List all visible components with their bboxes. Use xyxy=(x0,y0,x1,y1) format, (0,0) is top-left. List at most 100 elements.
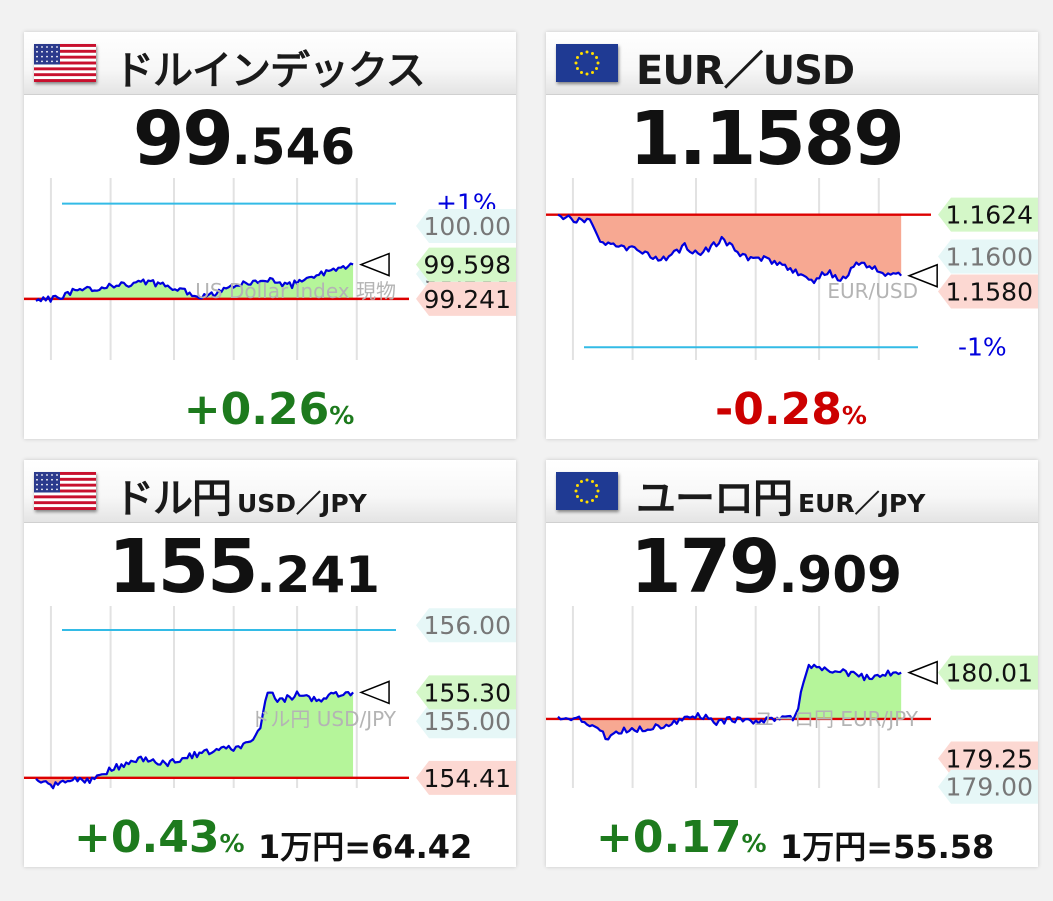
price-chart: -1% EUR/USD 1.1624 1.1600 1.1580 xyxy=(546,178,1038,361)
flag-star xyxy=(591,499,594,503)
eu-flag-icon xyxy=(556,472,618,510)
flag-star xyxy=(591,479,594,483)
conversion-rate: 1万円=55.58 xyxy=(780,828,995,866)
flag-stripe xyxy=(34,61,96,65)
flag-star xyxy=(574,61,578,65)
flag-star xyxy=(595,56,599,59)
flag-star xyxy=(36,55,38,58)
loss-area xyxy=(558,214,902,283)
flag-star xyxy=(41,55,43,58)
flag-stripe xyxy=(34,480,96,484)
value-label-bg xyxy=(938,197,1038,232)
dollar-index-panel[interactable]: ドルインデックス 99.546 +1% US Dollar Index 現物 100… xyxy=(24,32,516,439)
flag-star xyxy=(41,50,43,53)
price-chart: +1%US Dollar Index 現物100.0099.50099.5989… xyxy=(24,178,516,360)
flag-stripe xyxy=(34,49,96,54)
eur-jpy-panel[interactable]: ユーロ円 EUR／JPY 179.909 ユーロ円 EUR/JPY 180.01 17… xyxy=(546,460,1038,867)
flag-stripe xyxy=(34,67,96,71)
flag-star xyxy=(585,72,589,76)
value-label: 154.41 xyxy=(424,764,511,793)
flag-canton xyxy=(34,44,60,65)
us-flag-graphic xyxy=(34,44,96,83)
flag-star xyxy=(56,478,58,481)
flag-stripe xyxy=(34,76,96,80)
value-label-bg xyxy=(416,760,516,795)
flag-stripe xyxy=(34,492,96,496)
value-label-bg xyxy=(938,239,1038,274)
flag-stripe xyxy=(34,55,96,59)
minus-1pct-label: -1% xyxy=(958,332,1007,361)
value-label-bg xyxy=(938,655,1038,690)
value-label-bg xyxy=(416,247,516,282)
current-price: 1.1589 xyxy=(629,96,905,182)
flag-stripe xyxy=(34,486,96,490)
us-flag-icon xyxy=(34,472,96,511)
price-line xyxy=(557,663,902,741)
value-label-bg xyxy=(416,608,516,643)
value-label-bg xyxy=(938,769,1038,804)
panel-title: ドル円 USD／JPY xyxy=(114,476,367,522)
flag-stripe xyxy=(34,477,96,482)
change-percent: +0.26% xyxy=(183,384,355,435)
flag-star xyxy=(51,478,53,481)
flag-stripe xyxy=(34,504,96,508)
panel-header: ドルインデックス xyxy=(24,32,516,95)
eur-usd-panel[interactable]: EUR／USD 1.1589 -1% EUR/USD 1.1624 1.1600 1.1… xyxy=(546,32,1038,439)
conversion-rate: 1万円=64.42 xyxy=(258,828,473,866)
flag-star xyxy=(36,478,38,481)
last-price-marker xyxy=(907,660,938,685)
flag-star xyxy=(46,46,48,48)
chart-watermark: ドル円 USD/JPY xyxy=(250,707,396,731)
flag-stripe xyxy=(34,483,96,487)
flag-stripe xyxy=(34,498,96,502)
flag-star xyxy=(41,474,43,476)
change-percent: -0.28% xyxy=(715,384,867,435)
flag-field xyxy=(556,472,618,510)
price-line xyxy=(35,262,354,303)
price-line xyxy=(35,690,354,790)
flag-star xyxy=(580,499,583,503)
last-price-marker xyxy=(358,252,390,277)
flag-star xyxy=(46,474,48,476)
value-label-bg xyxy=(938,741,1038,776)
change-percent: +0.17% xyxy=(596,812,767,863)
flag-star xyxy=(41,488,43,491)
flag-star xyxy=(585,500,589,504)
value-label-bg xyxy=(416,281,516,316)
gain-area xyxy=(74,691,354,778)
flag-star xyxy=(575,67,579,70)
us-flag-icon xyxy=(34,44,96,83)
flag-star xyxy=(46,60,48,63)
flag-star xyxy=(51,55,53,58)
flag-canton xyxy=(34,472,60,493)
panel-subtitle: USD／JPY xyxy=(237,489,367,518)
flag-stripe xyxy=(34,58,96,62)
flag-star xyxy=(56,488,58,491)
flag-stripe xyxy=(34,44,96,48)
flag-star xyxy=(51,50,53,53)
flag-star xyxy=(36,488,38,491)
value-label-bg xyxy=(416,704,516,739)
value-label-bg xyxy=(416,209,516,243)
flag-field xyxy=(556,44,618,82)
flag-stripe xyxy=(34,52,96,56)
value-label-bg xyxy=(938,274,1038,309)
flag-star xyxy=(56,474,58,476)
flag-star xyxy=(591,51,594,55)
flag-stripe xyxy=(34,474,96,479)
value-label: 99.598 xyxy=(424,251,511,280)
flag-stripe xyxy=(34,73,96,77)
price-line xyxy=(557,213,903,285)
flag-star xyxy=(36,60,38,63)
us-flag-graphic xyxy=(34,472,96,511)
loss-area xyxy=(560,718,794,740)
flag-star xyxy=(41,478,43,481)
chart-watermark: ユーロ円 EUR/JPY xyxy=(754,707,919,731)
flag-star xyxy=(574,489,578,493)
last-price-marker xyxy=(358,680,390,705)
flag-star xyxy=(36,483,38,486)
panel-title: ユーロ円 EUR／JPY xyxy=(636,476,926,522)
panel-subtitle: EUR／JPY xyxy=(798,489,926,518)
